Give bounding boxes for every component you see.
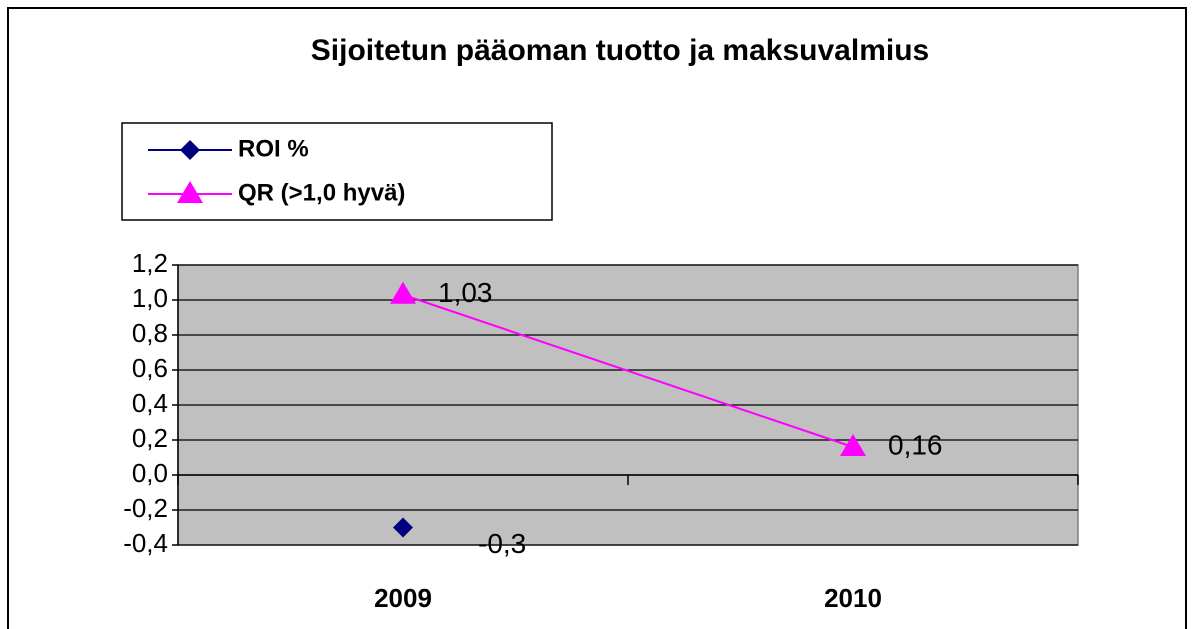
legend-box — [121, 122, 553, 221]
y-tick-label: 0,2 — [132, 423, 168, 453]
legend-label: QR (>1,0 hyvä) — [238, 179, 405, 206]
y-tick-label: 1,2 — [132, 248, 168, 278]
data-point — [840, 434, 866, 456]
legend-marker — [180, 140, 200, 160]
data-label: 0,16 — [888, 429, 943, 460]
y-tick-label: 0,0 — [132, 458, 168, 488]
y-tick-label: 0,6 — [132, 353, 168, 383]
y-tick-label: 0,4 — [132, 388, 168, 418]
y-tick-label: -0,4 — [123, 528, 168, 558]
y-tick-label: -0,2 — [123, 493, 168, 523]
y-tick-label: 1,0 — [132, 283, 168, 313]
legend-marker — [177, 181, 203, 203]
data-point — [393, 517, 413, 538]
data-point — [390, 281, 416, 304]
x-tick-label: 2009 — [374, 583, 432, 613]
series-line — [402, 293, 854, 448]
data-label: 1,03 — [438, 277, 493, 308]
chart-title: Sijoitetun pääoman tuotto ja maksuvalmiu… — [311, 34, 929, 67]
legend-label: ROI % — [238, 135, 309, 162]
y-tick-label: 0,8 — [132, 318, 168, 348]
x-tick-label: 2010 — [824, 583, 882, 613]
data-label: -0,3 — [478, 528, 526, 559]
